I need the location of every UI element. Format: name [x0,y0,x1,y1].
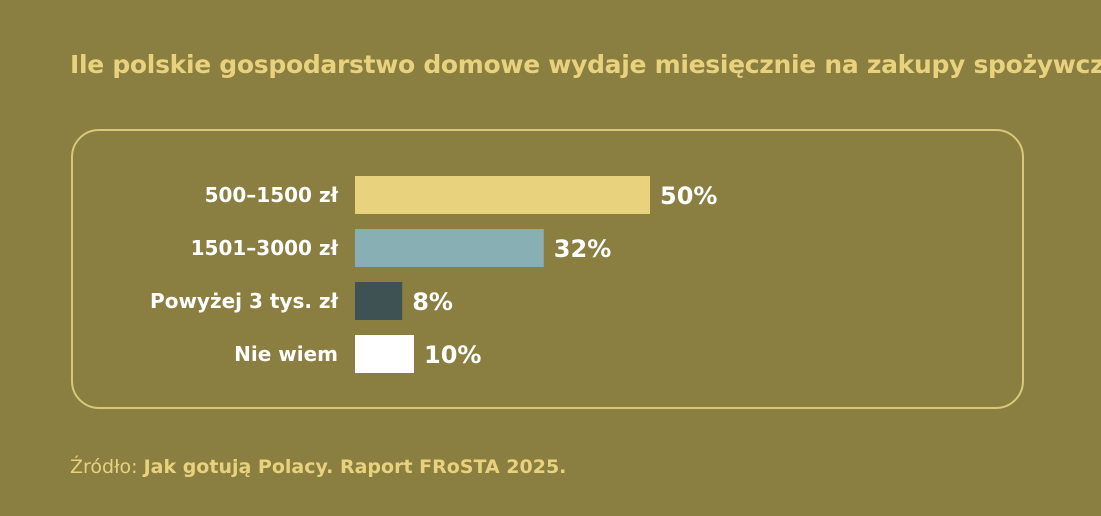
value-label: 32% [554,235,611,263]
bar [355,229,544,267]
category-label: Powyżej 3 tys. zł [150,289,339,313]
bar [355,335,414,373]
category-label: 500–1500 zł [205,183,339,207]
value-label: 10% [424,341,481,369]
category-label: Nie wiem [234,342,338,366]
source-prefix: Źródło: [70,456,144,478]
bar [355,282,403,320]
value-label: 50% [660,182,717,210]
value-label: 8% [412,288,453,316]
chart-panel [71,129,1024,409]
category-label: 1501–3000 zł [191,236,339,260]
source-note: Źródło: Jak gotują Polacy. Raport FRoSTA… [70,456,566,478]
bar [355,176,650,214]
source-text: Jak gotują Polacy. Raport FRoSTA 2025. [143,456,567,478]
chart-title: Ile polskie gospodarstwo domowe wydaje m… [70,50,1101,79]
